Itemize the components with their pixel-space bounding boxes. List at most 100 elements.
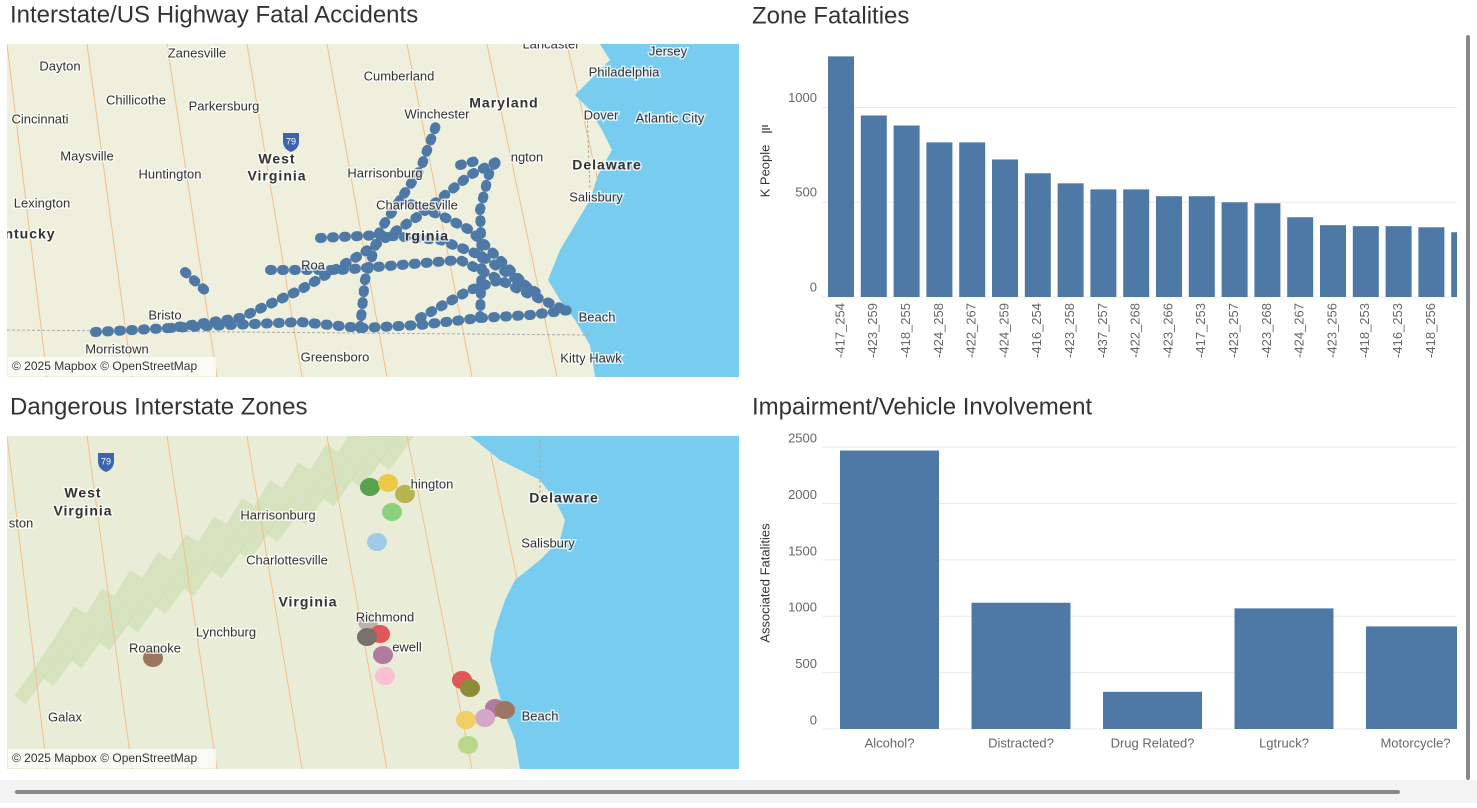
place-label: Delaware: [529, 490, 598, 506]
bar: [1418, 227, 1445, 297]
sort-icon[interactable]: [762, 125, 772, 133]
y-tick-label: 500: [795, 656, 817, 671]
route: [265, 254, 570, 315]
terrain: [154, 516, 227, 615]
y-axis-label: K People: [757, 145, 772, 198]
route: [455, 155, 485, 170]
terrain: [70, 570, 143, 669]
bar: [1188, 196, 1215, 297]
bar: [971, 602, 1071, 729]
road: [246, 436, 303, 769]
bar: [1103, 691, 1202, 729]
attribution: © 2025 Mapbox © OpenStreetMap: [12, 359, 197, 373]
zone: [375, 667, 395, 685]
place-label: Roa: [301, 257, 326, 272]
bar: [1451, 232, 1457, 297]
bar: [828, 56, 854, 297]
x-tick-label: Lgtruck?: [1259, 735, 1309, 750]
bar: [840, 450, 939, 729]
place-label: rginia: [405, 228, 449, 244]
place-label: Winchester: [404, 106, 470, 121]
zone: [357, 628, 377, 646]
bar: [1287, 217, 1314, 297]
road: [7, 436, 48, 769]
bars: [828, 56, 1457, 298]
x-tick-label: -423_266: [1160, 303, 1175, 358]
bar: [1352, 226, 1379, 297]
chart-title: Zone Fatalities: [752, 2, 909, 29]
bar: [893, 125, 920, 298]
place-label: ewell: [392, 639, 422, 654]
place-label: Virginia: [278, 594, 337, 610]
place-label: Atlantic City: [636, 110, 705, 125]
zone: [367, 533, 387, 551]
route: [395, 195, 535, 295]
place-label: Philadelphia: [589, 64, 661, 79]
x-tick-label: -417_254: [832, 303, 847, 358]
h-scrollbar[interactable]: [15, 790, 1400, 794]
place-label: Delaware: [572, 157, 641, 173]
place-label: Huntington: [139, 166, 202, 181]
place-label: Virginia: [247, 168, 306, 184]
bar: [1123, 189, 1150, 297]
x-tick-label: -424_267: [1292, 303, 1307, 358]
terrain: [210, 480, 283, 579]
shield-label: 79: [286, 136, 296, 146]
road: [326, 436, 388, 769]
attribution: © 2025 Mapbox © OpenStreetMap: [12, 751, 197, 765]
road: [86, 436, 133, 769]
place-label: Cumberland: [364, 68, 435, 83]
place-label: Salisbury: [569, 189, 623, 204]
y-tick-label: 0: [810, 279, 817, 294]
place-label: Maysville: [60, 148, 113, 163]
place-label: Bristo: [148, 307, 181, 322]
y-tick-label: 0: [810, 712, 817, 727]
bar: [860, 115, 887, 297]
x-tick-label: -437_257: [1095, 303, 1110, 358]
x-tick-label: -424_258: [931, 303, 946, 358]
route: [315, 229, 545, 300]
bar: [1156, 196, 1182, 297]
place-label: ngton: [511, 149, 544, 164]
place-label: Greensboro: [301, 349, 370, 364]
ocean: [548, 44, 739, 377]
x-tick-label: -418_255: [898, 303, 913, 358]
road: [86, 44, 133, 377]
place-label: Chillicothe: [106, 92, 166, 107]
place-label: Maryland: [469, 95, 538, 111]
ocean: [470, 436, 739, 769]
place-label: Parkersburg: [189, 98, 260, 113]
map-title: Interstate/US Highway Fatal Accidents: [10, 1, 418, 28]
terrain: [378, 436, 415, 471]
place-label: Virginia: [53, 503, 112, 519]
attribution-bg: [8, 749, 216, 768]
road: [326, 44, 388, 377]
place-label: Charlottesville: [246, 552, 328, 567]
zone: [395, 485, 415, 503]
chart-title: Impairment/Vehicle Involvement: [752, 393, 1092, 420]
place-label: Galax: [48, 709, 82, 724]
attribution-bg: [8, 357, 216, 376]
zone: [475, 709, 495, 727]
bar: [1366, 626, 1457, 729]
x-tick-label: -423_258: [1062, 303, 1077, 358]
terrain: [42, 588, 115, 687]
place-label: Roanoke: [129, 640, 181, 655]
place-label: Harrisonburg: [240, 507, 315, 522]
map: 79 Zanesville Lancaster Jersey Dayton Cumberl…: [7, 44, 739, 377]
place-label: Lexington: [14, 195, 70, 210]
place-label: Morristown: [85, 341, 149, 356]
shield-icon: [98, 453, 114, 472]
zone: [373, 646, 393, 664]
y-tick-label: 2000: [788, 487, 817, 502]
x-tick-label: -423_257: [1226, 303, 1241, 358]
zone: [460, 679, 480, 697]
bar: [1320, 225, 1346, 297]
terrain: [322, 436, 382, 507]
place-label: Charlottesville: [376, 197, 458, 212]
v-scrollbar[interactable]: [1466, 35, 1470, 780]
zone: [456, 711, 476, 729]
terrain: [14, 606, 87, 705]
zone: [495, 701, 515, 719]
